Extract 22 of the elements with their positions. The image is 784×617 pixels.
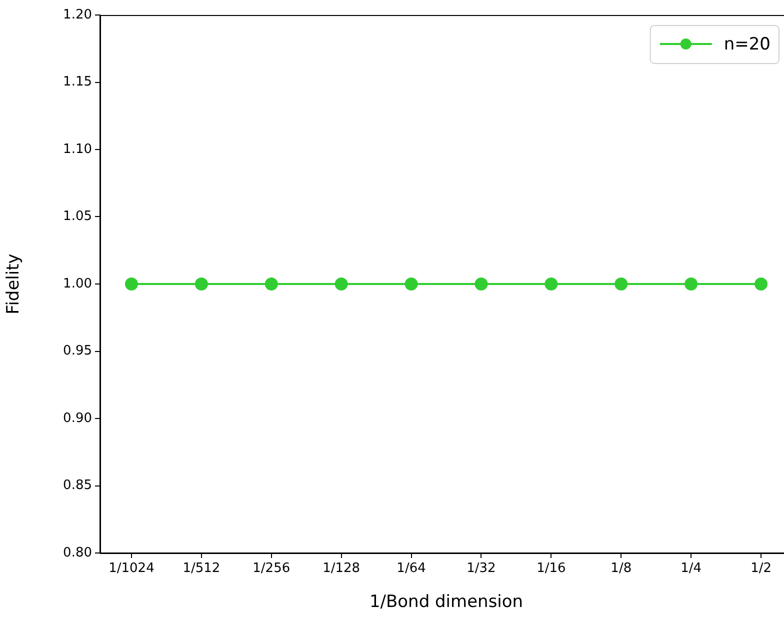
x-tick-label: 1/128	[322, 561, 360, 576]
legend-label: n=20	[724, 34, 771, 54]
x-tick-label: 1/16	[536, 561, 566, 576]
x-tick-label: 1/32	[466, 561, 496, 576]
x-tick-label: 1/4	[680, 561, 702, 576]
y-tick-label: 0.80	[63, 545, 92, 560]
x-tick-label: 1/2	[750, 561, 772, 576]
x-axis-title: 1/Bond dimension	[369, 592, 524, 612]
y-tick-label: 1.05	[63, 209, 92, 224]
y-tick-label: 0.95	[63, 344, 92, 359]
y-tick-label: 1.10	[63, 142, 92, 157]
y-axis-title: Fidelity	[4, 254, 24, 314]
y-tick-label: 1.20	[63, 7, 92, 22]
x-tick-label: 1/64	[396, 561, 426, 576]
y-tick-label: 1.15	[63, 74, 92, 90]
x-tick-label: 1/512	[182, 561, 220, 576]
y-tick-label: 1.00	[63, 276, 92, 292]
x-tick-label: 1/256	[252, 561, 290, 576]
y-tick-label: 0.90	[63, 410, 92, 426]
x-tick-label: 1/8	[610, 561, 632, 576]
x-tick-label: 1/1024	[108, 561, 154, 576]
y-tick-label: 0.85	[63, 478, 92, 494]
